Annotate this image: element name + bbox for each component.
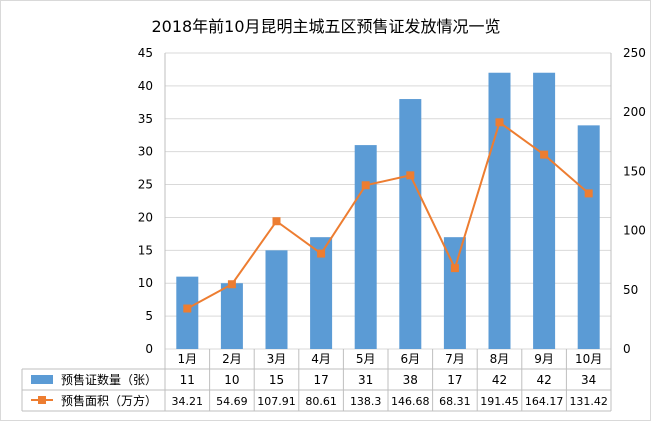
table-value: 164.17 (525, 395, 564, 408)
y-left-tick-label: 20 (138, 210, 153, 224)
line-marker (584, 189, 593, 198)
x-tick-label: 3月 (267, 352, 287, 366)
table-value: 31 (358, 373, 373, 387)
table-value: 10 (224, 373, 239, 387)
legend-label: 预售面积（万方） (61, 393, 157, 408)
x-tick-label: 10月 (575, 352, 602, 366)
y-right-tick-label: 50 (623, 283, 638, 297)
bar (488, 72, 511, 349)
x-tick-label: 9月 (534, 352, 554, 366)
table-value: 107.91 (257, 395, 296, 408)
table-value: 191.45 (480, 395, 519, 408)
y-left-tick-label: 25 (138, 178, 153, 192)
line-marker (540, 150, 549, 159)
x-tick-label: 2月 (222, 352, 242, 366)
line-marker (183, 304, 192, 313)
line-marker (317, 249, 326, 258)
bar (533, 72, 556, 349)
line-marker (406, 171, 415, 180)
table-value: 146.68 (391, 395, 430, 408)
y-left-tick-label: 30 (138, 145, 153, 159)
line-marker (450, 264, 459, 273)
y-left-tick-label: 0 (145, 342, 153, 356)
x-tick-label: 8月 (490, 352, 510, 366)
x-tick-label: 5月 (356, 352, 376, 366)
y-right-tick-label: 0 (623, 342, 631, 356)
bar (310, 237, 333, 349)
table-value: 34 (581, 373, 596, 387)
bar (443, 237, 466, 349)
chart-title: 2018年前10月昆明主城五区预售证发放情况一览 (151, 17, 500, 36)
y-left-tick-label: 15 (138, 243, 153, 257)
table-value: 15 (269, 373, 284, 387)
bar (265, 250, 288, 349)
bar (354, 145, 377, 349)
table-value: 54.69 (216, 395, 248, 408)
bar-series (176, 72, 600, 350)
axes: 0 5 10 15 20 25 30 35 40 45 0 50 100 150 200 250 (138, 46, 646, 356)
x-tick-label: 4月 (311, 352, 331, 366)
table-value: 17 (313, 373, 328, 387)
y-left-tick-label: 5 (145, 309, 153, 323)
line-marker (227, 280, 236, 289)
y-right-tick-label: 250 (623, 46, 646, 60)
table-value: 138.3 (350, 395, 382, 408)
bar (577, 125, 600, 349)
bar (220, 283, 243, 349)
bar (399, 99, 422, 350)
x-tick-label: 7月 (445, 352, 465, 366)
y-right-tick-label: 100 (623, 224, 646, 238)
line-marker (361, 181, 370, 190)
y-left-tick-label: 40 (138, 79, 153, 93)
table-value: 68.31 (439, 395, 471, 408)
legend-label: 预售证数量（张） (61, 372, 157, 387)
table-value: 42 (492, 373, 507, 387)
legend-swatch-bar (31, 375, 53, 384)
x-tick-label: 6月 (400, 352, 420, 366)
line-path (186, 120, 590, 310)
table-value: 34.21 (172, 395, 204, 408)
table-value: 80.61 (305, 395, 337, 408)
table-value: 38 (403, 373, 418, 387)
line-series (183, 118, 593, 313)
y-left-tick-label: 35 (138, 112, 153, 126)
y-left-tick-label: 45 (138, 46, 153, 60)
y-right-tick-label: 200 (623, 105, 646, 119)
legend-swatch-marker (38, 396, 46, 404)
x-tick-label: 1月 (177, 352, 197, 366)
table-value: 131.42 (569, 395, 608, 408)
y-right-tick-label: 150 (623, 164, 646, 178)
table-value: 11 (180, 373, 195, 387)
table-value: 42 (536, 373, 551, 387)
table-value: 17 (447, 373, 462, 387)
y-left-tick-label: 10 (138, 276, 153, 290)
line-marker (495, 118, 504, 127)
line-marker (272, 217, 281, 226)
bar (176, 276, 199, 349)
